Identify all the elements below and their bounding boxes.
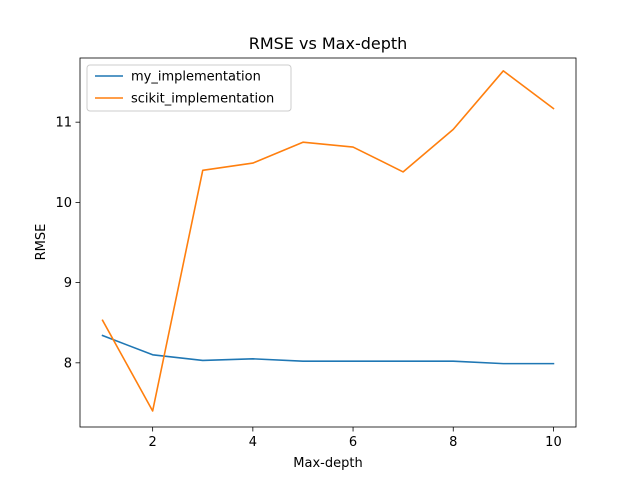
series-line-my-implementation (101, 334, 555, 365)
y-axis-ticks: 8 9 10 11 (55, 116, 80, 371)
x-axis-label: Max-depth (293, 456, 362, 471)
legend: my_implementation scikit_implementation (86, 64, 292, 112)
y-tick-label: 11 (55, 116, 72, 131)
y-tick-label: 9 (64, 276, 72, 291)
y-tick-label: 10 (55, 196, 72, 211)
x-tick-label: 10 (545, 435, 562, 450)
x-tick-label: 2 (149, 435, 157, 450)
legend-box (86, 64, 292, 112)
lines-layer (101, 70, 555, 412)
x-tick-label: 6 (349, 435, 357, 450)
plot-frame (79, 57, 577, 428)
legend-label-scikit-implementation: scikit_implementation (131, 92, 274, 107)
series-line-scikit-implementation (101, 70, 555, 412)
chart-title: RMSE vs Max-depth (249, 34, 408, 53)
x-axis-ticks: 2 4 6 8 10 (149, 427, 562, 450)
x-tick-label: 8 (449, 435, 457, 450)
x-tick-label: 4 (249, 435, 257, 450)
y-tick-label: 8 (64, 356, 72, 371)
legend-label-my-implementation: my_implementation (131, 70, 261, 85)
y-axis-label: RMSE (34, 224, 49, 261)
